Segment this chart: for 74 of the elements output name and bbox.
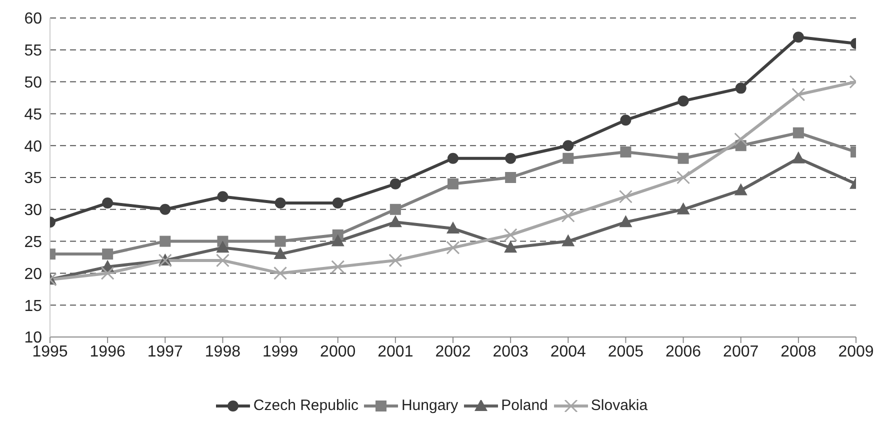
x-tick-label: 2003 — [492, 343, 528, 360]
x-tick-label: 2006 — [665, 343, 702, 360]
point — [678, 152, 689, 164]
point — [390, 178, 401, 190]
y-tick-label: 15 — [24, 298, 42, 315]
y-tick-label: 40 — [24, 138, 42, 156]
x-tick-label: 1998 — [204, 343, 241, 360]
point — [274, 247, 287, 260]
point — [504, 240, 518, 253]
x-tick-label: 2007 — [723, 343, 759, 360]
x-tick-label: 2005 — [608, 343, 644, 360]
point — [274, 198, 286, 209]
legend-label: Slovakia — [590, 397, 648, 414]
point — [619, 215, 632, 228]
x-tick-label: 2004 — [550, 343, 586, 360]
point — [734, 132, 748, 146]
point — [562, 234, 575, 246]
y-tick-label: 30 — [24, 202, 42, 220]
x-tick-label: 2000 — [320, 343, 356, 360]
point — [448, 178, 458, 190]
point — [620, 114, 632, 126]
point — [332, 198, 344, 209]
point — [792, 127, 804, 138]
point — [216, 240, 230, 253]
x-tick-label: 2008 — [780, 343, 816, 360]
point — [274, 266, 288, 280]
point — [561, 209, 575, 223]
x-tick-label: 2001 — [378, 343, 414, 360]
point — [446, 240, 460, 254]
point — [734, 183, 748, 196]
point — [331, 260, 345, 274]
legend-label: Poland — [501, 397, 548, 414]
point — [676, 202, 690, 214]
point — [160, 204, 171, 215]
point — [504, 228, 518, 242]
y-tick-label: 60 — [24, 10, 42, 28]
point — [390, 204, 401, 215]
point — [388, 215, 402, 228]
x-tick-label: 1999 — [262, 343, 298, 360]
y-tick-label: 55 — [24, 42, 42, 60]
point — [735, 82, 746, 94]
point — [160, 236, 171, 247]
x-tick-label: 1996 — [90, 343, 126, 360]
point — [562, 152, 574, 164]
point — [792, 151, 805, 164]
point — [446, 222, 460, 234]
point — [216, 254, 230, 268]
point — [331, 234, 344, 246]
point — [562, 140, 574, 152]
x-tick-label: 2002 — [435, 343, 471, 360]
point — [448, 152, 458, 164]
point — [274, 236, 286, 247]
y-tick-label: 50 — [24, 74, 42, 92]
point — [102, 198, 114, 209]
point — [102, 248, 114, 260]
legend-label: Hungary — [401, 397, 458, 414]
point — [792, 32, 804, 43]
y-tick-label: 25 — [24, 234, 42, 251]
point — [618, 190, 632, 204]
point — [505, 152, 516, 164]
y-tick-label: 20 — [24, 266, 42, 283]
point — [505, 172, 516, 183]
legend-label: Czech Republic — [253, 397, 358, 414]
point — [792, 88, 806, 102]
x-tick-label: 1997 — [147, 343, 184, 360]
y-tick-label: 35 — [24, 170, 42, 188]
point — [676, 170, 690, 184]
x-tick-label: 2009 — [838, 343, 874, 360]
point — [217, 191, 228, 202]
point — [388, 254, 402, 268]
point — [620, 146, 632, 158]
point — [678, 95, 689, 106]
point — [100, 266, 114, 280]
y-tick-label: 45 — [24, 106, 42, 124]
